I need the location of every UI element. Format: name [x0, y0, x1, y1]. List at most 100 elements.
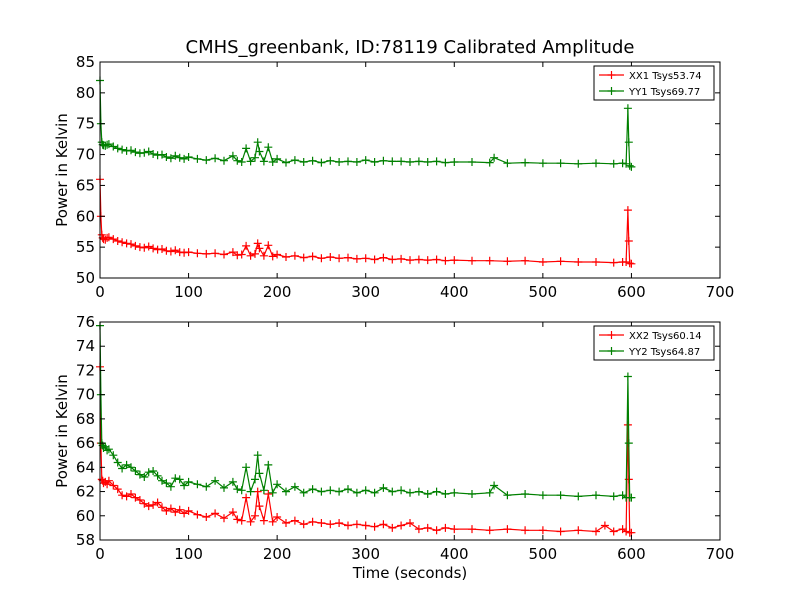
legend-marker [607, 71, 616, 79]
data-point-yy1 [144, 147, 153, 156]
y-tick-label: 85 [76, 53, 95, 71]
data-point-yy2 [135, 470, 144, 479]
data-point-yy1 [101, 141, 110, 150]
data-point-yy1 [370, 158, 379, 166]
data-point-yy1 [624, 138, 633, 147]
data-point-xx2 [556, 527, 565, 536]
data-point-xx1 [144, 242, 153, 251]
y-tick-label: 70 [76, 386, 95, 404]
data-point-xx1 [468, 256, 476, 265]
data-point-yy2 [228, 477, 237, 486]
data-point-yy2 [127, 463, 135, 472]
data-point-yy2 [317, 487, 326, 496]
legend-label-xx1: XX1 Tsys53.74 [629, 71, 702, 82]
series-layer [96, 76, 636, 268]
data-point-yy2 [361, 486, 370, 495]
data-point-xx1 [113, 237, 122, 245]
axes-frame [99, 321, 721, 541]
data-point-xx2 [397, 521, 406, 530]
data-point-yy1 [622, 159, 631, 168]
data-point-yy1 [175, 153, 184, 162]
data-point-yy1 [202, 156, 211, 165]
data-point-yy1 [388, 157, 397, 166]
data-point-xx1 [352, 254, 361, 263]
data-point-xx2 [335, 519, 344, 527]
data-point-xx1 [623, 206, 632, 215]
data-point-xx1 [609, 258, 618, 267]
data-point-yy2 [180, 481, 189, 490]
data-point-yy1 [184, 153, 193, 161]
data-point-xx1 [109, 235, 118, 244]
data-point-yy1 [361, 156, 370, 165]
data-point-xx2 [104, 476, 113, 485]
data-point-yy2 [140, 473, 149, 481]
data-point-xx2 [113, 485, 122, 494]
data-point-yy1 [538, 159, 547, 168]
data-point-xx2 [118, 491, 127, 500]
y-tick-label: 80 [76, 84, 95, 102]
data-point-yy2 [211, 476, 220, 485]
data-point-xx2 [441, 523, 450, 532]
y-tick-label: 50 [76, 269, 95, 287]
x-tick-label: 600 [617, 283, 646, 301]
data-point-yy2 [397, 486, 406, 495]
data-point-yy1 [220, 156, 228, 165]
data-point-yy1 [397, 157, 406, 166]
data-point-xx2 [414, 525, 423, 534]
data-point-xx1 [193, 249, 202, 258]
y-tick-label: 66 [76, 434, 95, 452]
data-point-yy2 [423, 490, 432, 498]
data-point-yy1 [233, 156, 242, 165]
x-tick-label: 600 [617, 545, 646, 563]
data-point-xx1 [441, 256, 450, 265]
data-point-xx1 [282, 253, 290, 261]
data-point-xx1 [627, 259, 636, 268]
data-point-yy2 [627, 493, 636, 502]
legend-entry-xx1: XX1 Tsys53.74 [599, 71, 702, 82]
data-point-yy2 [344, 485, 352, 494]
data-point-xx1 [379, 253, 388, 262]
data-point-yy2 [609, 492, 618, 501]
data-point-xx2 [99, 479, 108, 488]
data-point-xx1 [268, 252, 277, 261]
data-point-yy2 [255, 469, 264, 478]
data-point-yy2 [233, 485, 242, 494]
data-point-yy2 [592, 491, 600, 500]
y-tick-label: 74 [76, 337, 95, 355]
data-point-xx2 [171, 508, 180, 517]
data-point-yy2 [237, 486, 246, 495]
data-point-yy2 [131, 467, 140, 475]
data-point-xx1 [251, 249, 259, 258]
data-point-xx2 [432, 526, 441, 535]
data-point-yy2 [118, 464, 127, 473]
data-point-yy1 [290, 156, 299, 165]
data-point-xx1 [335, 254, 344, 263]
data-point-yy1 [468, 158, 476, 166]
data-point-xx1 [246, 251, 255, 260]
data-point-xx1 [166, 247, 175, 256]
data-point-xx2 [255, 502, 264, 511]
data-point-xx1 [184, 248, 193, 257]
legend: XX2 Tsys60.14 YY2 Tsys64.87 [593, 325, 715, 361]
data-point-yy1 [268, 158, 277, 166]
data-point-yy2 [259, 486, 268, 495]
data-point-yy1 [299, 158, 308, 166]
y-tick-label: 68 [76, 410, 95, 428]
plot-panel-bottom: 0 100 200 300 400 500 600 700 58 60 62 64 66 68 70 72 74… [53, 313, 734, 582]
data-point-yy2 [144, 468, 153, 477]
data-point-xx1 [406, 256, 414, 265]
data-point-yy1 [140, 148, 149, 157]
data-point-xx2 [242, 493, 251, 502]
data-point-yy2 [268, 488, 277, 497]
data-point-yy1 [259, 157, 268, 166]
data-point-xx2 [450, 525, 459, 534]
data-point-yy1 [574, 159, 583, 168]
data-point-yy2 [253, 451, 262, 460]
data-point-xx2 [622, 527, 631, 536]
data-point-xx2 [268, 517, 277, 526]
data-point-xx1 [211, 249, 220, 258]
data-point-yy2 [450, 488, 459, 497]
legend-marker [607, 87, 616, 95]
data-point-yy2 [326, 486, 335, 495]
data-point-yy1 [255, 147, 264, 156]
